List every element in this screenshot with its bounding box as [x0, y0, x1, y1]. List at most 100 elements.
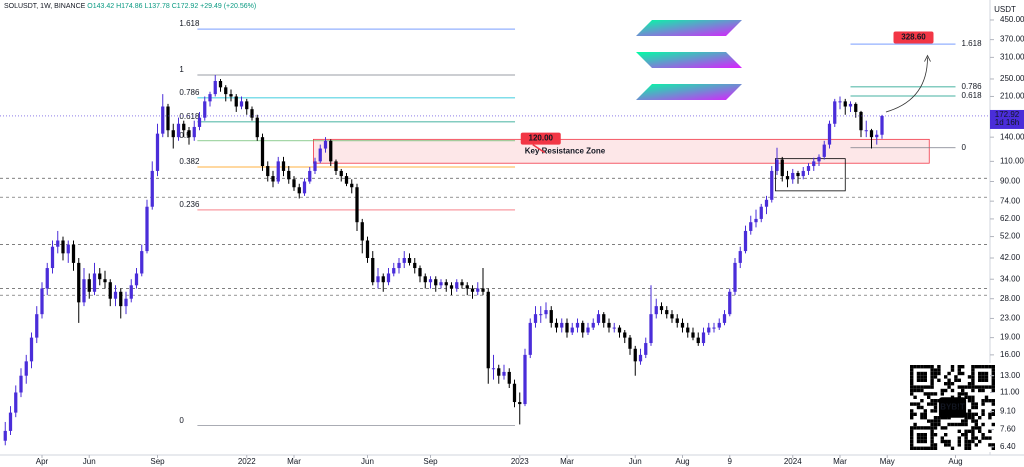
x-tick-label: Jun [361, 457, 374, 466]
candle-body [864, 130, 868, 132]
qr-cell [930, 443, 934, 447]
qr-cell [991, 412, 995, 416]
candle-body [271, 176, 275, 182]
candle-body [176, 123, 181, 138]
qr-cell [950, 365, 955, 369]
qr-cell [991, 382, 995, 386]
candle-body [822, 144, 826, 157]
qr-cell [923, 439, 927, 444]
candle-body [386, 273, 391, 283]
y-tick-label: 19.00 [1000, 333, 1021, 342]
qr-cell [974, 422, 978, 427]
qr-cell [930, 382, 934, 386]
candle-body [460, 282, 464, 286]
qr-cell [920, 365, 924, 369]
qr-cell [991, 371, 995, 376]
qr-cell [930, 402, 934, 406]
projection-arrow [885, 57, 928, 113]
qr-cell [933, 402, 938, 406]
qr-cell [933, 371, 938, 376]
callout-label: 120.00 [529, 134, 554, 143]
qr-cell [947, 439, 951, 444]
qr-cell [944, 382, 948, 386]
qr-cell [984, 385, 989, 389]
qr-cell [957, 439, 961, 444]
candle-body [554, 322, 559, 328]
candle-body [764, 199, 769, 207]
candle-body [812, 161, 816, 167]
qr-cell [964, 446, 968, 450]
qr-cell [974, 419, 978, 423]
x-tick-label: Mar [287, 457, 301, 466]
qr-cell [913, 402, 917, 406]
y-tick-label: 42.00 [1000, 253, 1021, 262]
qr-cell [910, 439, 914, 444]
y-tick-label: 210.00 [1000, 92, 1024, 101]
qr-cell [944, 375, 948, 379]
qr-cell [910, 375, 914, 379]
y-tick-label: 310.00 [1000, 52, 1024, 61]
qr-cell [930, 375, 934, 379]
fib-label: 0.382 [179, 157, 200, 166]
candle-body [707, 327, 711, 333]
candle-body [875, 134, 879, 138]
qr-cell [927, 446, 931, 450]
candle-body [675, 318, 679, 323]
qr-cell [981, 409, 985, 413]
candle-body [539, 314, 543, 316]
qr-cell [974, 385, 978, 389]
qr-cell [913, 395, 917, 399]
qr-cell [920, 433, 924, 437]
y-tick-label: 52.00 [1000, 232, 1021, 241]
qr-cell [944, 443, 948, 447]
qr-cell [923, 416, 927, 420]
qr-cell [933, 416, 938, 420]
qr-cell [920, 439, 924, 444]
qr-cell [910, 392, 914, 396]
qr-cell [971, 368, 975, 372]
qr-cell [991, 402, 995, 406]
qr-cell [978, 439, 982, 444]
candle-body [717, 322, 721, 328]
qr-cell [991, 446, 995, 450]
qr-cell [910, 365, 914, 369]
qr-cell [944, 439, 948, 444]
qr-cell [947, 378, 951, 382]
qr-cell [923, 412, 927, 416]
x-tick-label: Mar [833, 457, 847, 466]
logo-bar [636, 84, 742, 100]
qr-cell [947, 443, 951, 447]
candle-body [355, 187, 359, 223]
candle-body [544, 310, 548, 315]
candle-body [617, 327, 622, 333]
qr-cell [910, 382, 914, 386]
candle-body [381, 276, 385, 283]
qr-cell [981, 388, 985, 393]
candle-body [791, 172, 795, 180]
qr-cell [930, 426, 934, 430]
qr-cell [957, 371, 961, 376]
y-tick-label: 62.00 [1000, 214, 1021, 223]
zone-label: Key Resistance Zone [525, 146, 606, 155]
qr-cell [978, 388, 982, 393]
candle-body [434, 279, 438, 286]
candle-body [266, 166, 270, 177]
candle-body [659, 306, 664, 311]
qr-cell [933, 368, 938, 372]
candle-body [533, 314, 538, 323]
candle-body [843, 101, 847, 107]
qr-cell [988, 399, 992, 403]
candle-body [318, 148, 322, 162]
x-tick-label: Sep [423, 457, 438, 466]
qr-cell [937, 378, 941, 382]
candle-body [623, 332, 627, 338]
qr-cell [981, 422, 985, 427]
qr-cell [978, 371, 982, 376]
y-tick-label: 16.00 [1000, 350, 1021, 359]
qr-cell [971, 405, 975, 410]
qr-cell [940, 436, 944, 440]
qr-cell [930, 446, 934, 450]
y-tick-label: 74.00 [1000, 196, 1021, 205]
